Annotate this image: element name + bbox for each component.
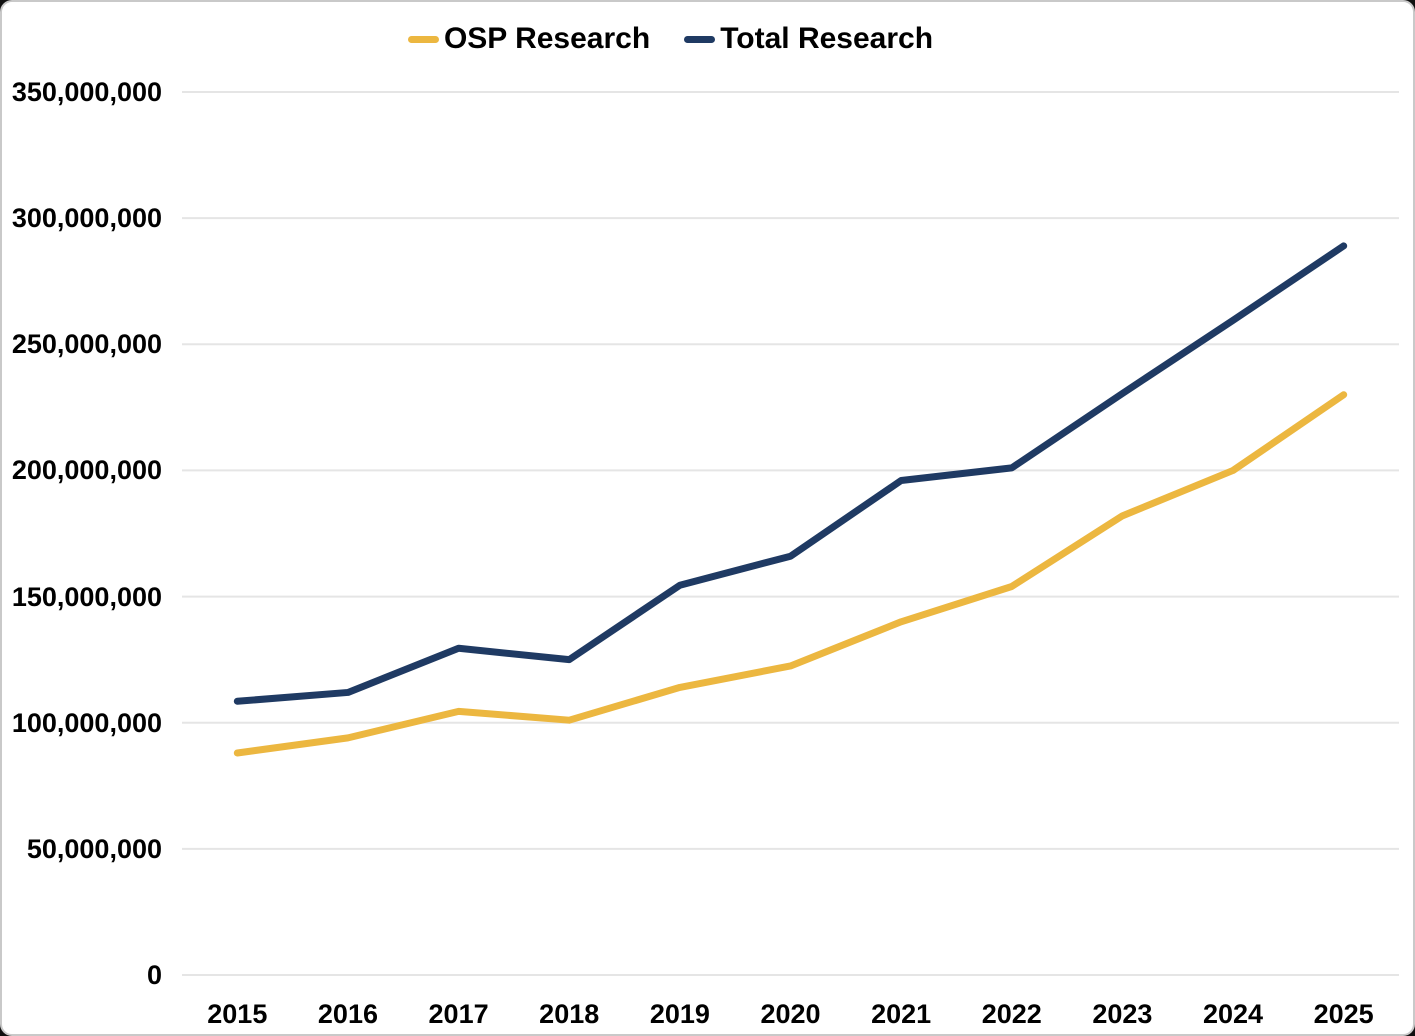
- series-line-total-research: [233, 242, 1348, 705]
- legend-item-osp-research: OSP Research: [407, 16, 651, 62]
- total-research-legend-label: Total Research: [720, 22, 934, 55]
- series-line-osp-research: [233, 391, 1348, 757]
- osp-research-legend-label: OSP Research: [443, 22, 651, 55]
- osp-research-legend-swatch: [407, 35, 439, 43]
- legend: OSP Research Total Research: [2, 16, 1376, 62]
- legend-item-total-research: Total Research: [684, 16, 933, 62]
- total-research-legend-swatch: [684, 35, 716, 43]
